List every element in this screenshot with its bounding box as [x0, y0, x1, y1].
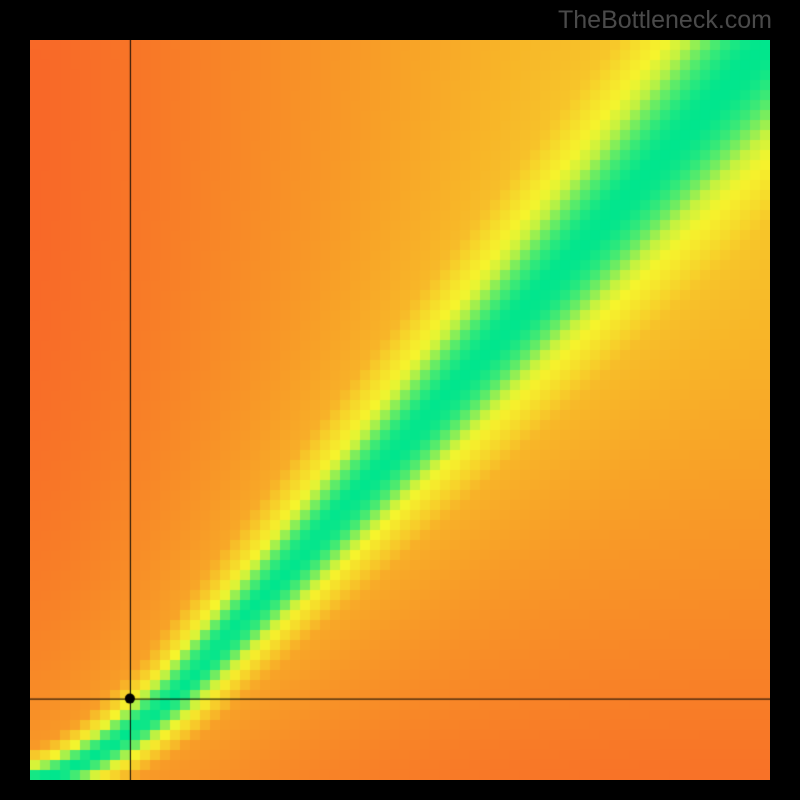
- chart-container: TheBottleneck.com: [0, 0, 800, 800]
- bottleneck-heatmap: [30, 40, 770, 780]
- watermark-text: TheBottleneck.com: [558, 6, 772, 35]
